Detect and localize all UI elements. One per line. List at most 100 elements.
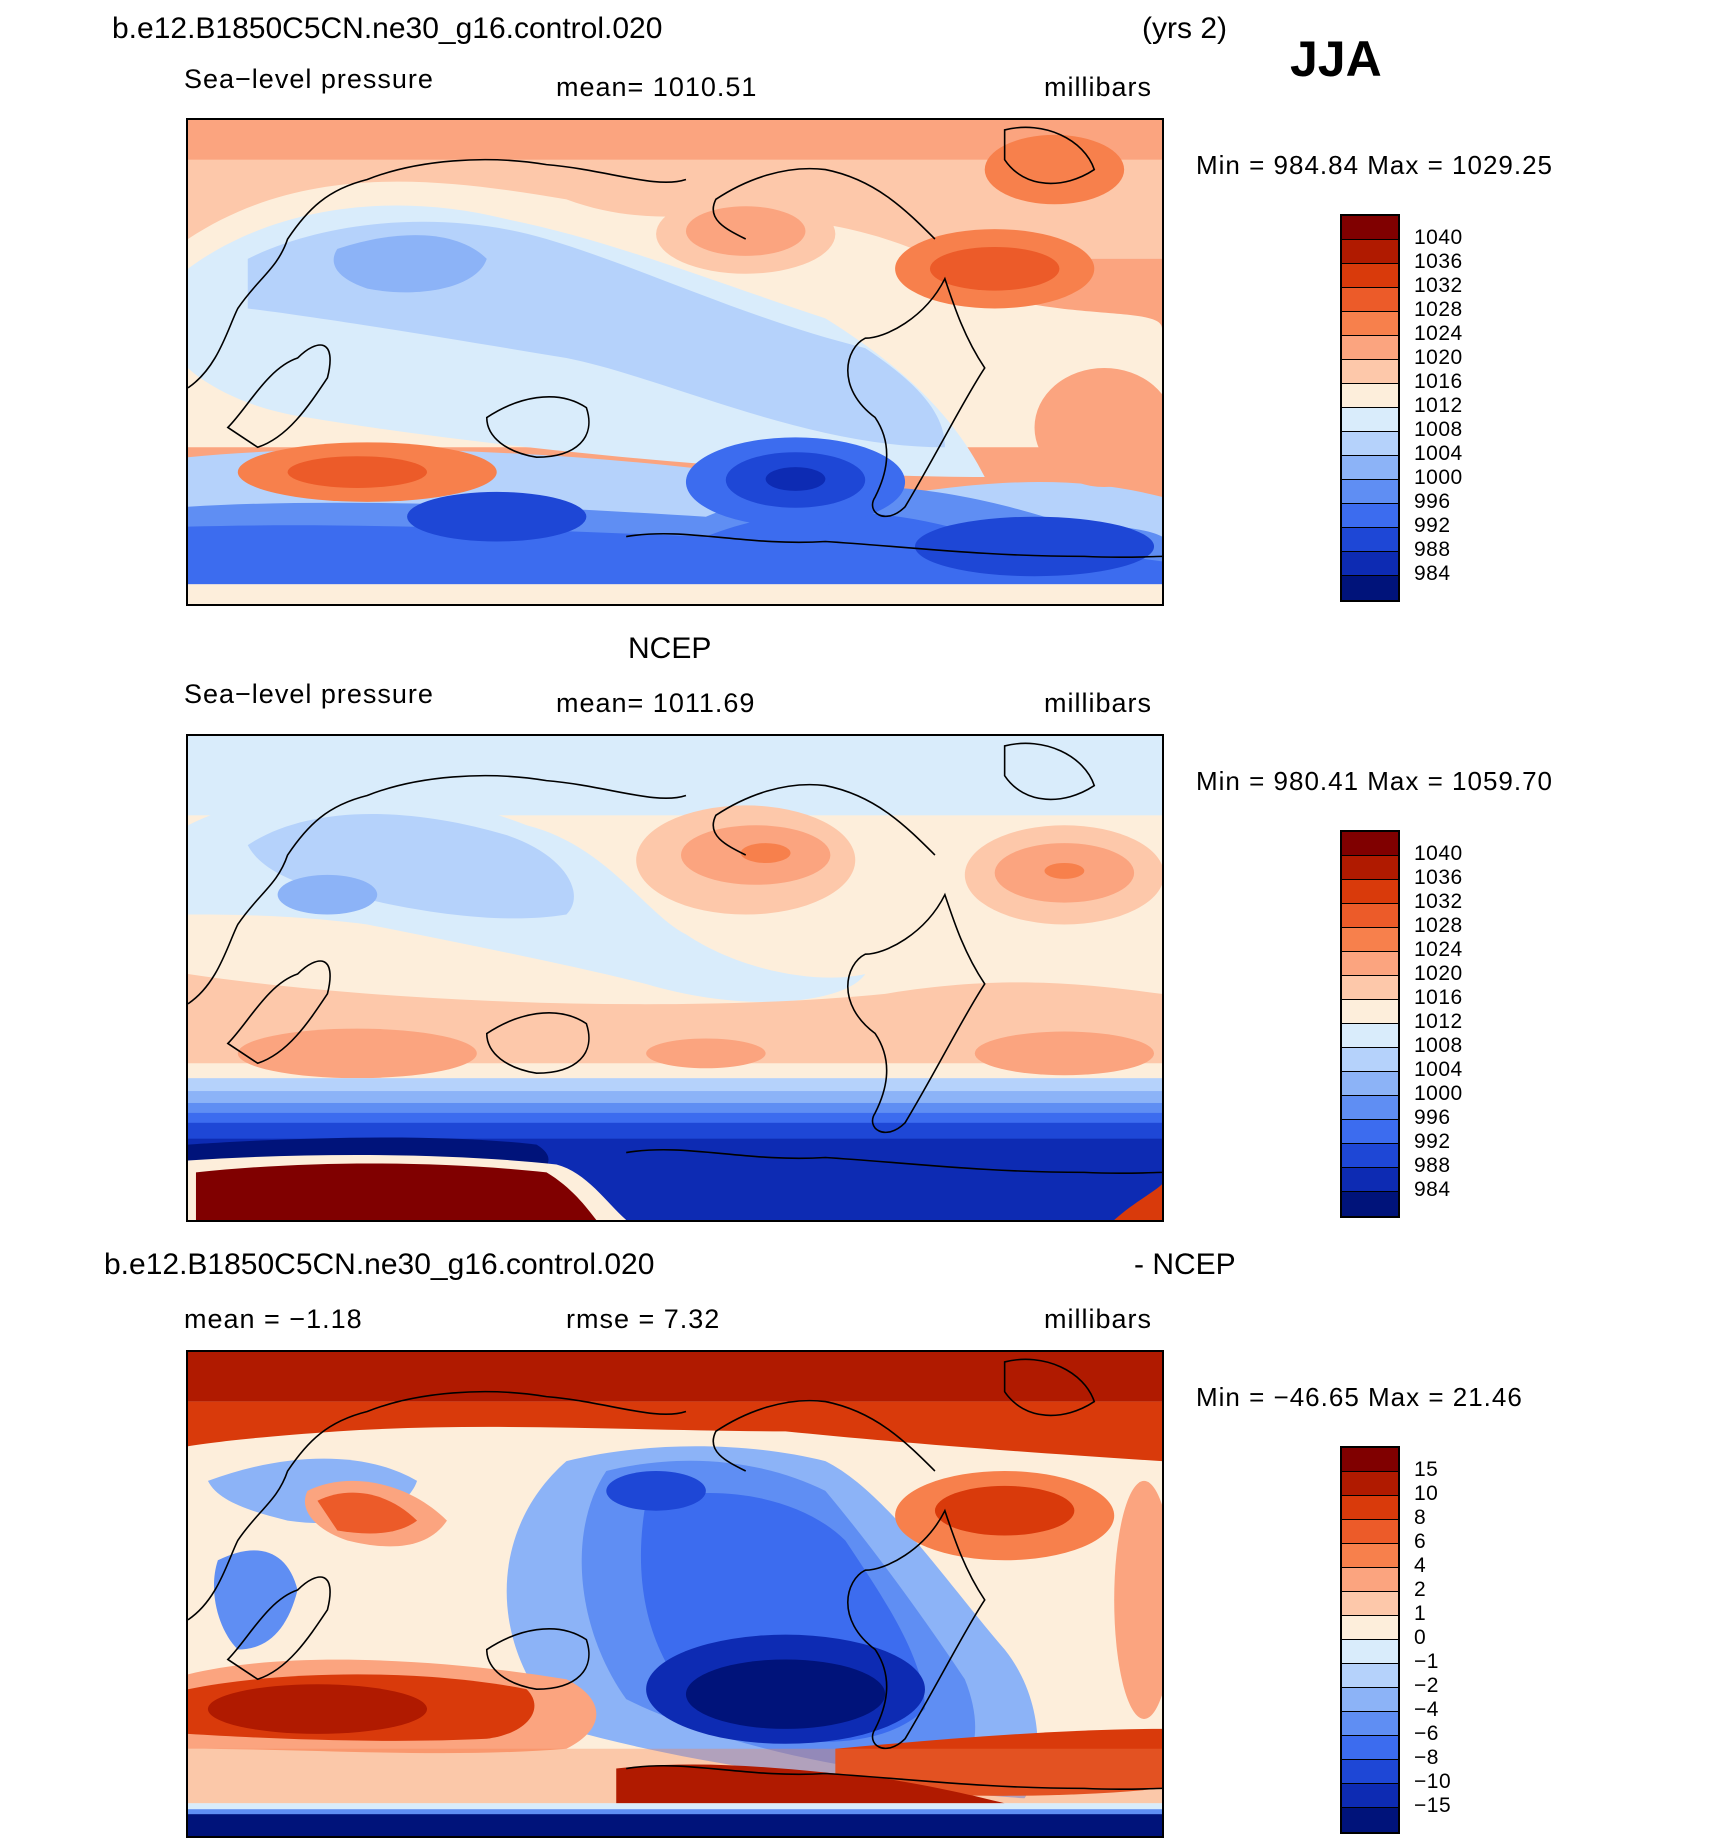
colorbar-tick-label: 984 [1414,1178,1451,1201]
colorbar-tick-label: 1032 [1414,890,1463,913]
colorbar-tick-label: 1028 [1414,298,1463,321]
years-label: (yrs 2) [1142,12,1227,45]
colorbar-segment [1342,1568,1398,1592]
colorbar-tick-label: 6 [1414,1530,1427,1553]
panel1-colorbar [1340,214,1400,602]
colorbar-segment [1342,1448,1398,1472]
colorbar-tick-label: 4 [1414,1554,1427,1577]
colorbar-segment [1342,408,1398,432]
colorbar-segment [1342,288,1398,312]
colorbar-tick-label: 10 [1414,1482,1439,1505]
colorbar-tick-label: 1040 [1414,842,1463,865]
colorbar-segment [1342,264,1398,288]
colorbar-tick-label: 1012 [1414,1010,1463,1033]
panel3-contour-field [188,1352,1162,1836]
colorbar-tick-label: 1000 [1414,466,1463,489]
colorbar-tick-label: −1 [1414,1650,1439,1673]
colorbar-tick-label: −6 [1414,1722,1439,1745]
colorbar-segment [1342,928,1398,952]
colorbar-tick-label: 0 [1414,1626,1427,1649]
colorbar-segment [1342,1496,1398,1520]
panel2-variable: Sea−level pressure [184,679,434,709]
colorbar-segment [1342,904,1398,928]
colorbar-tick-label: 1028 [1414,914,1463,937]
colorbar-segment [1342,1000,1398,1024]
panel1-minmax: Min = 984.84 Max = 1029.25 [1196,150,1554,180]
colorbar-tick-label: 1032 [1414,274,1463,297]
colorbar-segment [1342,1784,1398,1808]
colorbar-segment [1342,576,1398,600]
colorbar-tick-label: 1008 [1414,1034,1463,1057]
colorbar-tick-label: −2 [1414,1674,1439,1697]
colorbar-segment [1342,1616,1398,1640]
colorbar-segment [1342,1520,1398,1544]
colorbar-segment [1342,1760,1398,1784]
colorbar-segment [1342,1024,1398,1048]
colorbar-tick-label: 1 [1414,1602,1427,1625]
panel2-minmax: Min = 980.41 Max = 1059.70 [1196,766,1554,796]
colorbar-segment [1342,1096,1398,1120]
colorbar-tick-label: 992 [1414,514,1451,537]
colorbar-tick-label: −15 [1414,1794,1452,1817]
colorbar-segment [1342,1544,1398,1568]
colorbar-segment [1342,336,1398,360]
colorbar-segment [1342,384,1398,408]
colorbar-tick-label: 1020 [1414,346,1463,369]
panel1-map [186,118,1164,606]
colorbar-segment [1342,216,1398,240]
panel1-units: millibars [1044,72,1153,102]
colorbar-segment [1342,1808,1398,1832]
panel3-mean: mean = −1.18 [184,1304,363,1334]
colorbar-segment [1342,1736,1398,1760]
panel3-colorbar [1340,1446,1400,1834]
colorbar-tick-label: 996 [1414,490,1451,513]
colorbar-segment [1342,480,1398,504]
panel1-contour-field [188,120,1162,604]
colorbar-segment [1342,240,1398,264]
panel3-minmax: Min = −46.65 Max = 21.46 [1196,1382,1523,1412]
colorbar-segment [1342,1712,1398,1736]
colorbar-tick-label: 1020 [1414,962,1463,985]
colorbar-segment [1342,360,1398,384]
panel3-title-suffix: - NCEP [1134,1248,1236,1281]
colorbar-segment [1342,552,1398,576]
colorbar-tick-label: 984 [1414,562,1451,585]
colorbar-tick-label: −4 [1414,1698,1439,1721]
panel3-units: millibars [1044,1304,1153,1334]
colorbar-tick-label: 992 [1414,1130,1451,1153]
colorbar-tick-label: 996 [1414,1106,1451,1129]
colorbar-segment [1342,432,1398,456]
colorbar-segment [1342,456,1398,480]
colorbar-tick-label: 2 [1414,1578,1427,1601]
colorbar-segment [1342,1664,1398,1688]
case-title: b.e12.B1850C5CN.ne30_g16.control.020 [112,12,663,45]
colorbar-tick-label: 1004 [1414,442,1463,465]
colorbar-segment [1342,1120,1398,1144]
colorbar-segment [1342,1144,1398,1168]
colorbar-tick-label: 1040 [1414,226,1463,249]
colorbar-tick-label: 988 [1414,538,1451,561]
colorbar-segment [1342,1688,1398,1712]
panel2-units: millibars [1044,688,1153,718]
colorbar-segment [1342,1640,1398,1664]
panel2-mean: mean= 1011.69 [556,688,756,718]
panel3-title: b.e12.B1850C5CN.ne30_g16.control.020 [104,1248,655,1281]
colorbar-tick-label: 1024 [1414,322,1463,345]
colorbar-tick-label: 1004 [1414,1058,1463,1081]
season-label: JJA [1290,31,1382,87]
colorbar-segment [1342,1592,1398,1616]
colorbar-segment [1342,1168,1398,1192]
colorbar-tick-label: 988 [1414,1154,1451,1177]
colorbar-tick-label: −8 [1414,1746,1439,1769]
panel3-map [186,1350,1164,1838]
panel2-colorbar [1340,830,1400,1218]
colorbar-tick-label: 1036 [1414,866,1463,889]
colorbar-tick-label: 1000 [1414,1082,1463,1105]
colorbar-segment [1342,1472,1398,1496]
colorbar-segment [1342,1072,1398,1096]
panel2-map [186,734,1164,1222]
panel2-contour-field [188,736,1162,1220]
colorbar-segment [1342,1192,1398,1216]
panel1-variable: Sea−level pressure [184,64,434,94]
colorbar-segment [1342,1048,1398,1072]
